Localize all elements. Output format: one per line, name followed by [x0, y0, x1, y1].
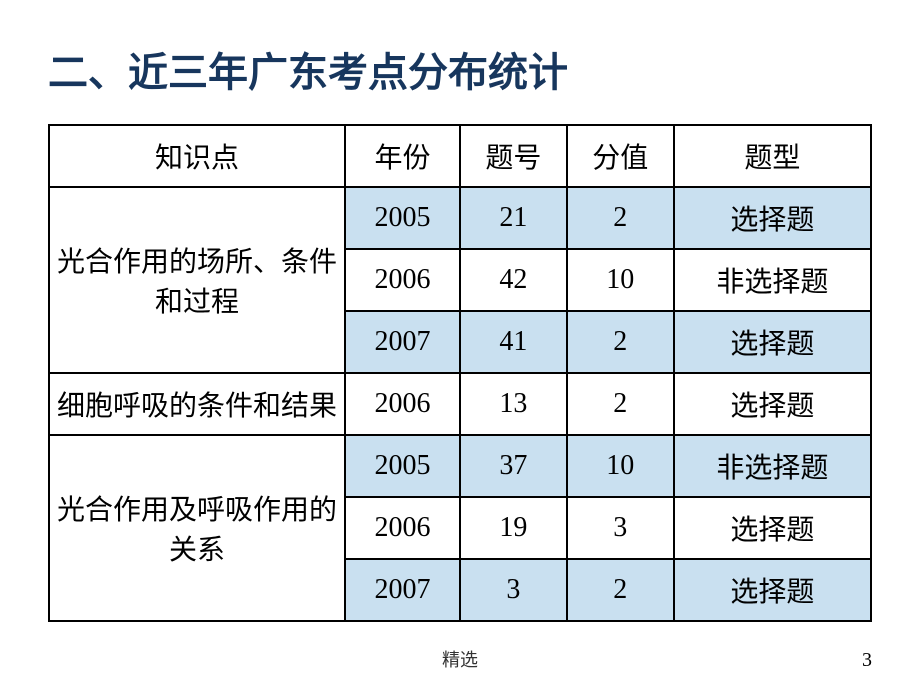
- cell-qnum: 41: [460, 311, 567, 373]
- cell-qnum: 21: [460, 187, 567, 249]
- cell-year: 2007: [345, 559, 460, 621]
- cell-qnum: 3: [460, 559, 567, 621]
- cell-topic: 光合作用的场所、条件和过程: [49, 187, 345, 373]
- table-row: 光合作用的场所、条件和过程 2005 21 2 选择题: [49, 187, 871, 249]
- cell-qnum: 19: [460, 497, 567, 559]
- cell-year: 2006: [345, 497, 460, 559]
- footer-label: 精选: [442, 646, 478, 672]
- cell-topic: 光合作用及呼吸作用的关系: [49, 435, 345, 621]
- cell-score: 3: [567, 497, 674, 559]
- cell-score: 10: [567, 249, 674, 311]
- cell-type: 选择题: [674, 497, 871, 559]
- cell-score: 2: [567, 373, 674, 435]
- table-row: 细胞呼吸的条件和结果 2006 13 2 选择题: [49, 373, 871, 435]
- cell-qnum: 42: [460, 249, 567, 311]
- page-number: 3: [862, 649, 872, 672]
- header-type: 题型: [674, 125, 871, 187]
- stats-table: 知识点 年份 题号 分值 题型 光合作用的场所、条件和过程 2005 21 2 …: [48, 124, 872, 622]
- cell-year: 2006: [345, 249, 460, 311]
- table-header-row: 知识点 年份 题号 分值 题型: [49, 125, 871, 187]
- cell-score: 10: [567, 435, 674, 497]
- cell-type: 选择题: [674, 311, 871, 373]
- cell-year: 2005: [345, 187, 460, 249]
- cell-year: 2005: [345, 435, 460, 497]
- cell-type: 选择题: [674, 187, 871, 249]
- cell-score: 2: [567, 187, 674, 249]
- cell-year: 2006: [345, 373, 460, 435]
- cell-score: 2: [567, 559, 674, 621]
- header-year: 年份: [345, 125, 460, 187]
- slide-title: 二、近三年广东考点分布统计: [48, 40, 872, 98]
- cell-type: 选择题: [674, 373, 871, 435]
- header-qnum: 题号: [460, 125, 567, 187]
- cell-topic: 细胞呼吸的条件和结果: [49, 373, 345, 435]
- header-topic: 知识点: [49, 125, 345, 187]
- cell-score: 2: [567, 311, 674, 373]
- table-row: 光合作用及呼吸作用的关系 2005 37 10 非选择题: [49, 435, 871, 497]
- cell-type: 非选择题: [674, 435, 871, 497]
- cell-year: 2007: [345, 311, 460, 373]
- cell-qnum: 13: [460, 373, 567, 435]
- cell-type: 选择题: [674, 559, 871, 621]
- cell-qnum: 37: [460, 435, 567, 497]
- header-score: 分值: [567, 125, 674, 187]
- cell-type: 非选择题: [674, 249, 871, 311]
